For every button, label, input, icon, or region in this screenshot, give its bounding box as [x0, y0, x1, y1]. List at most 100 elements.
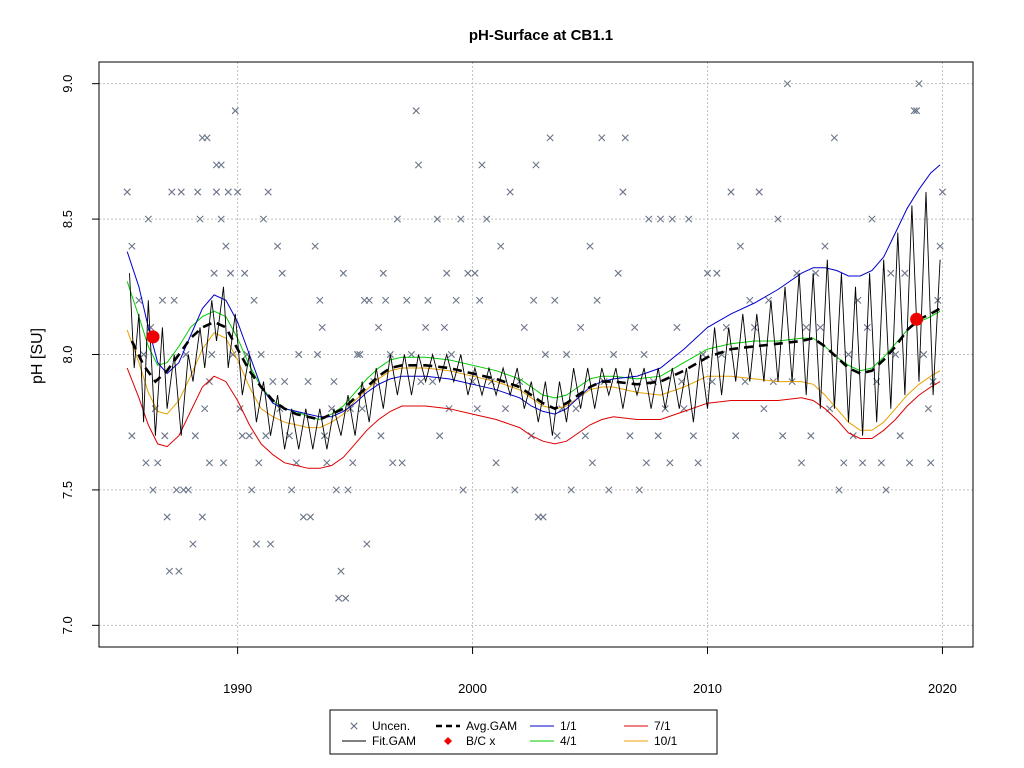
legend-item: 10/1 [624, 734, 678, 748]
uncensored-point [123, 188, 131, 196]
legend-item: 7/1 [624, 719, 671, 733]
uncensored-point [447, 350, 456, 359]
uncensored-point [924, 405, 932, 413]
series-4-1 [126, 281, 941, 421]
uncensored-point [685, 215, 693, 223]
series-1-1 [126, 164, 941, 418]
uncensored-point [330, 377, 338, 386]
legend-label: 7/1 [654, 719, 671, 733]
uncensored-point [356, 350, 364, 359]
uncensored-point [478, 161, 486, 169]
uncensored-point [128, 242, 136, 250]
uncensored-point [205, 377, 214, 386]
series-line-10-1 [126, 329, 941, 431]
uncensored-point [353, 350, 362, 359]
uncensored-point [436, 432, 444, 440]
uncensored-point [797, 459, 806, 467]
uncensored-point [626, 432, 634, 440]
x-tick-label: 2010 [693, 681, 722, 696]
legend-box [329, 709, 718, 755]
uncensored-point [920, 350, 928, 359]
x-tick-label: 1990 [223, 681, 252, 696]
uncensored-point [262, 432, 270, 440]
series-uncen [123, 80, 947, 602]
uncensored-point [210, 269, 218, 277]
uncensored-point [403, 296, 411, 304]
uncensored-point [868, 215, 876, 223]
uncensored-point [184, 486, 192, 494]
uncensored-point [927, 459, 935, 467]
uncensored-point [654, 432, 662, 440]
series-line-fit-gam [129, 191, 941, 450]
uncensored-point [816, 323, 824, 332]
uncensored-point [323, 459, 331, 467]
y-tick-label: 7.0 [60, 616, 75, 634]
uncensored-point [520, 323, 528, 332]
legend-swatch-diamond [444, 737, 452, 745]
uncensored-point [313, 350, 322, 359]
uncensored-point [640, 350, 648, 359]
uncensored-point [245, 432, 253, 440]
uncensored-point [389, 459, 397, 467]
uncensored-point [471, 269, 479, 277]
uncensored-point [896, 432, 904, 440]
uncensored-point [551, 296, 559, 304]
uncensored-point [713, 269, 721, 277]
uncensored-point [915, 80, 923, 88]
y-tick-label: 7.5 [60, 481, 75, 499]
uncensored-point [635, 486, 643, 494]
uncensored-point [501, 405, 510, 413]
uncensored-point [913, 107, 921, 115]
uncensored-point [593, 296, 601, 304]
uncensored-point [241, 269, 249, 277]
uncensored-point [645, 215, 653, 223]
uncensored-point [642, 459, 651, 467]
uncensored-point [736, 242, 744, 250]
uncensored-point [342, 594, 350, 602]
uncensored-point [201, 405, 209, 413]
uncensored-point [358, 405, 366, 413]
uncensored-point [577, 323, 585, 332]
legend-item: Uncen. [350, 719, 410, 733]
uncensored-point [429, 377, 437, 386]
uncensored-point [807, 432, 815, 440]
uncensored-point [248, 486, 256, 494]
uncensored-point [656, 215, 665, 223]
uncensored-point [769, 377, 777, 386]
chart-title: pH-Surface at CB1.1 [469, 27, 613, 44]
series-7-1 [126, 367, 941, 469]
uncensored-point [746, 296, 754, 304]
uncensored-point [614, 269, 622, 277]
uncensored-point [219, 459, 228, 467]
uncensored-point [459, 486, 467, 494]
uncensored-point [264, 188, 272, 196]
uncensored-point [621, 134, 629, 142]
uncensored-point [273, 242, 282, 250]
bc-marker [910, 312, 924, 326]
uncensored-point [511, 486, 519, 494]
uncensored-point [741, 377, 749, 386]
uncensored-point [546, 134, 554, 142]
uncensored-point [666, 459, 674, 467]
uncensored-point [377, 432, 385, 440]
uncensored-point [217, 161, 225, 169]
series-line-avg-gam [130, 307, 941, 421]
uncensored-point [882, 486, 890, 494]
uncensored-point [433, 215, 441, 223]
uncensored-point [257, 350, 265, 359]
plot-series [123, 80, 947, 602]
uncensored-point [194, 188, 202, 196]
uncensored-point [760, 405, 768, 413]
uncensored-point [750, 323, 759, 332]
bc-marker [146, 330, 160, 344]
grid [99, 62, 973, 647]
legend-label: Avg.GAM [466, 719, 517, 733]
uncensored-point [238, 432, 246, 440]
uncensored-point [311, 242, 319, 250]
uncensored-point [252, 540, 261, 548]
uncensored-point [379, 269, 387, 277]
uncensored-point [281, 377, 289, 386]
uncensored-point [189, 540, 197, 548]
